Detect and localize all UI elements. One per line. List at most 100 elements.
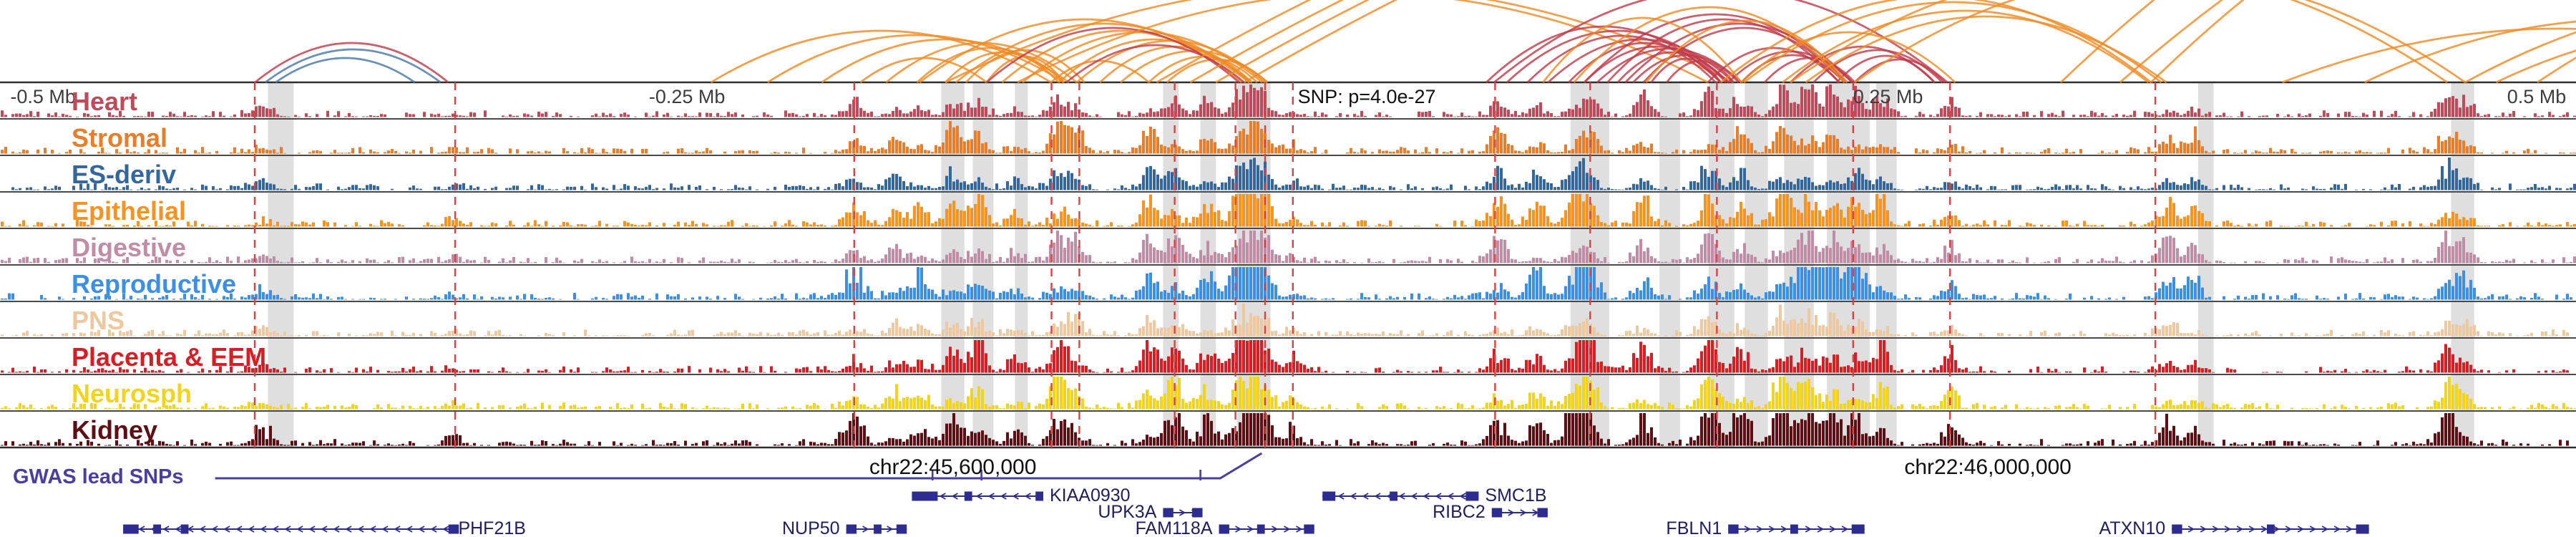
gene-exon [448,524,459,534]
signal-track-neurosph[interactable] [1,377,2576,410]
interaction-arc [985,55,1065,83]
gene-label-fam118a: FAM118A [1135,518,1213,537]
interaction-arc [710,29,1052,84]
gene-exon [1790,524,1798,534]
gene-exon [2172,524,2182,534]
interaction-arc [2495,49,2576,84]
gene-exon [874,524,882,534]
signal-track-kidney[interactable] [1,413,2569,446]
gene-exon [2356,524,2369,534]
interaction-arc [1650,57,1722,83]
gene-exon [1163,508,1174,518]
gene-exon [1219,524,1229,534]
signal-track-heart[interactable] [1,84,2576,117]
interaction-arc [2150,0,2245,83]
interaction-arc [1244,0,1398,84]
gene-label-nup50: NUP50 [782,518,840,537]
signal-track-epithelial[interactable] [1,194,2576,227]
gene-exon [1851,524,1865,534]
gene-exon [1304,524,1314,534]
track-label-epithelial: Epithelial [72,196,187,226]
signal-track-es-deriv[interactable] [11,158,2576,190]
interaction-arc [2282,27,2576,84]
signal-track-stromal[interactable] [1,121,2576,154]
scale-label-0-5-mb: -0.5 Mb [10,86,76,107]
gene-label-phf21b: PHF21B [458,518,526,537]
gene-exon [912,491,938,501]
track-label-pns: PNS [72,306,125,335]
gene-exon [180,524,189,534]
track-label-kidney: Kidney [72,415,158,445]
gwas-pointer [215,452,1263,480]
interaction-arc [1835,54,1936,83]
interaction-arc [1189,0,1345,84]
interaction-arc [1666,59,1735,83]
interaction-arc [254,42,449,84]
gene-exon [1322,491,1336,501]
gene-exon [964,491,972,501]
gwas-lead-snps-label: GWAS lead SNPs [13,465,184,488]
interaction-arc [2537,57,2576,84]
gene-label-kiaa0930: KIAA0930 [1050,485,1131,505]
scale-label-0-25-mb: -0.25 Mb [648,86,726,107]
gwas-pointer-line [215,452,1263,480]
gene-label-smc1b: SMC1B [1485,485,1547,505]
scale-label-0-5-mb: 0.5 Mb [2507,86,2567,107]
interaction-arc [1017,0,1709,84]
gene-exon [1465,491,1479,501]
scale-label-snp-p-4-0e-27: SNP: p=4.0e-27 [1297,86,1436,107]
interaction-arc [985,26,1240,84]
gene-label-fbln1: FBLN1 [1666,518,1722,537]
gene-label-atxn10: ATXN10 [2099,518,2166,537]
interaction-arc [1764,57,1855,83]
interaction-arc [1740,31,1956,83]
gene-exon [153,524,161,534]
interaction-arc [1542,16,1742,83]
track-label-placenta-eem: Placenta & EEM [72,342,267,372]
track-label-es-deriv: ES-deriv [72,160,177,189]
interaction-arc [2364,20,2576,84]
interaction-arc [264,48,441,84]
interaction-arc [1526,34,1717,83]
gene-annotations-layer [123,491,2369,534]
interaction-arc [1719,0,2152,84]
gene-label-ribc2: RIBC2 [1433,502,1485,522]
axis-label-chr22-46-000-000: chr22:46,000,000 [1904,455,2072,479]
scale-label-0-25-mb: 0.25 Mb [1853,86,1923,107]
interaction-arc [275,57,416,84]
gene-exon [123,524,139,534]
track-label-digestive: Digestive [72,233,187,262]
interaction-arc [2464,31,2576,84]
interaction-arc [767,34,1065,84]
gene-exon [1390,491,1397,501]
interaction-arc [1606,18,1840,83]
signal-track-pns[interactable] [1,304,2569,337]
signal-tracks-layer [1,84,2576,446]
track-label-heart: Heart [72,87,138,116]
signal-track-digestive[interactable] [1,231,2576,263]
gene-exon [2267,524,2275,534]
gene-exon [1257,524,1265,534]
interaction-arc [1050,59,1150,84]
track-label-neurosph: Neurosph [72,379,192,408]
gene-exon [1491,508,1503,518]
signal-track-placenta-eem[interactable] [1,340,2569,373]
interaction-arc [1065,44,1245,84]
interaction-arc [1707,47,1840,83]
track-separators [0,81,2576,449]
gene-exon [1192,508,1203,518]
axis-label-chr22-45-600-000: chr22:45,600,000 [869,455,1037,479]
gene-exon [1728,524,1739,534]
interaction-arc [916,47,1065,83]
interaction-arc [1854,0,2466,84]
lead-snp-guides [253,82,2157,448]
interaction-arc [1790,0,2448,84]
interaction-arc [945,0,1735,84]
track-label-stromal: Stromal [72,123,168,153]
track-label-reproductive: Reproductive [72,269,237,299]
interaction-arc [1166,58,1269,83]
signal-track-reproductive[interactable] [1,267,2572,300]
gene-exon [1035,491,1043,501]
interaction-arc [1645,19,1848,83]
